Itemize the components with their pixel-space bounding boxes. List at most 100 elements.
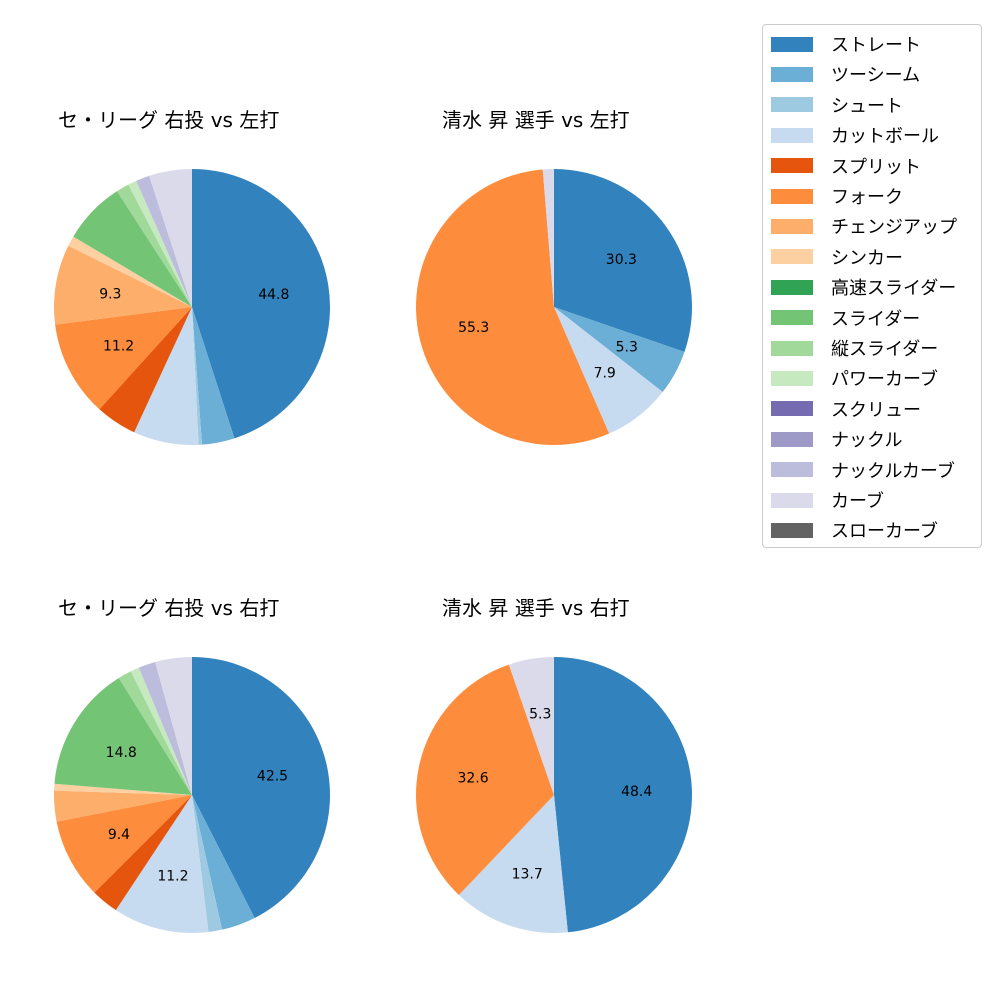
slice-value-label: 13.7: [512, 866, 543, 882]
legend-label: 縦スライダー: [831, 339, 939, 360]
legend-label: スライダー: [831, 308, 921, 330]
slice-value-label: 9.3: [99, 286, 121, 302]
legend-label: ナックルカーブ: [831, 460, 955, 482]
slice-value-label: 44.8: [258, 287, 289, 303]
slice-value-label: 5.3: [616, 340, 638, 356]
legend-label: 高速スライダー: [831, 278, 957, 300]
pie-slice: [99, 307, 192, 433]
pie-slice: [130, 667, 192, 795]
pie-slice: [458, 795, 568, 933]
legend-swatch: [771, 66, 813, 82]
pie-slice: [54, 678, 193, 795]
pie-slice: [68, 236, 192, 307]
legend-item: ナックルカーブ: [771, 459, 955, 482]
legend-label: スクリュー: [831, 399, 921, 421]
legend-label: チェンジアップ: [831, 217, 957, 239]
legend-label: シンカー: [831, 247, 903, 269]
legend-label: ツーシーム: [831, 65, 921, 87]
legend-label: カットボール: [831, 126, 939, 148]
legend-swatch: [771, 462, 813, 478]
pie-slice: [138, 662, 192, 795]
pie-chart: 48.4 13.7 32.6 5.3: [415, 657, 693, 933]
pie-slice: [115, 795, 209, 934]
legend-item: スライダー: [771, 307, 921, 330]
pie-chart: 30.3 5.37.9 55.3: [416, 169, 692, 446]
legend-swatch: [771, 431, 813, 447]
pie-slice: [155, 657, 192, 795]
pie-slice: [192, 795, 223, 933]
slice-value-label: 48.4: [621, 784, 652, 800]
slice-value-label: 42.5: [257, 769, 288, 785]
pie-slice: [554, 657, 693, 933]
pie-slice: [53, 245, 192, 325]
pie-slice: [554, 169, 692, 352]
slice-value-label: 30.3: [606, 252, 637, 268]
legend-swatch: [771, 158, 813, 174]
legend-item: スクリュー: [771, 398, 921, 421]
pie-chart: 42.5 11.2 9.4 14.8: [54, 657, 331, 934]
legend-swatch: [771, 310, 813, 326]
slice-value-label: 32.6: [457, 770, 488, 786]
chart-title: セ・リーグ 右投 vs 左打: [58, 108, 280, 132]
legend-swatch: [771, 127, 813, 143]
pie-slice: [192, 795, 255, 930]
legend-item: フォーク: [771, 185, 903, 208]
pie-slice: [118, 671, 192, 795]
legend-label: スプリット: [831, 156, 921, 178]
pie-slice: [55, 307, 192, 410]
pie-slice: [128, 180, 192, 307]
pie-slice: [192, 307, 235, 445]
legend-swatch: [771, 97, 813, 113]
legend-swatch: [771, 36, 813, 52]
legend-item: シンカー: [771, 246, 903, 269]
chart-title: 清水 昇 選手 vs 右打: [442, 596, 630, 620]
pie-chart: 44.8 11.2 9.3: [53, 169, 330, 445]
legend-item: 縦スライダー: [771, 337, 939, 360]
legend-swatch: [771, 218, 813, 234]
legend-swatch: [771, 249, 813, 265]
legend-swatch: [771, 522, 813, 538]
legend-item: パワーカーブ: [771, 367, 938, 390]
legend-item: 高速スライダー: [771, 276, 957, 300]
legend-swatch: [771, 492, 813, 508]
pie-slice: [192, 169, 330, 439]
pie-slice: [136, 175, 192, 307]
legend-item: カーブ: [771, 489, 884, 512]
slice-value-label: 14.8: [106, 745, 137, 761]
legend: ストレートツーシームシュートカットボール スプリットフォークチェンジアップ シンカー…: [762, 24, 982, 548]
legend-item: スローカーブ: [771, 519, 938, 543]
pie-slice: [542, 169, 554, 307]
pie-slice: [149, 169, 192, 307]
legend-item: ツーシーム: [771, 63, 921, 87]
pie-slice: [554, 307, 663, 434]
slice-value-label: 9.4: [108, 827, 130, 843]
legend-swatch: [771, 279, 813, 295]
pie-slice: [54, 783, 192, 795]
pie-slice: [415, 664, 554, 896]
legend-label: ナックル: [831, 430, 903, 452]
pie-slice: [192, 307, 203, 445]
legend-label: カーブ: [831, 491, 884, 512]
pie-slice: [416, 169, 610, 446]
legend-item: チェンジアップ: [771, 215, 957, 239]
slice-value-label: 55.3: [458, 320, 489, 336]
pie-slice: [192, 657, 331, 918]
legend-swatch: [771, 401, 813, 417]
pie-slice: [134, 307, 199, 445]
pie-slice: [94, 795, 192, 911]
pie-slice: [116, 184, 192, 307]
legend-item: ストレート: [771, 33, 921, 56]
slice-value-label: 7.9: [594, 365, 616, 381]
slice-value-label: 5.3: [529, 706, 551, 722]
legend-label: シュート: [831, 95, 903, 117]
legend-label: ストレート: [831, 35, 921, 56]
legend-label: スローカーブ: [831, 521, 938, 543]
legend-item: シュート: [771, 94, 903, 117]
pie-slice: [73, 191, 192, 307]
slice-value-label: 11.2: [157, 869, 188, 885]
legend-item: カットボール: [771, 124, 939, 148]
legend-item: スプリット: [771, 155, 921, 178]
legend-item: ナックル: [771, 428, 903, 452]
pie-slice: [54, 790, 193, 822]
